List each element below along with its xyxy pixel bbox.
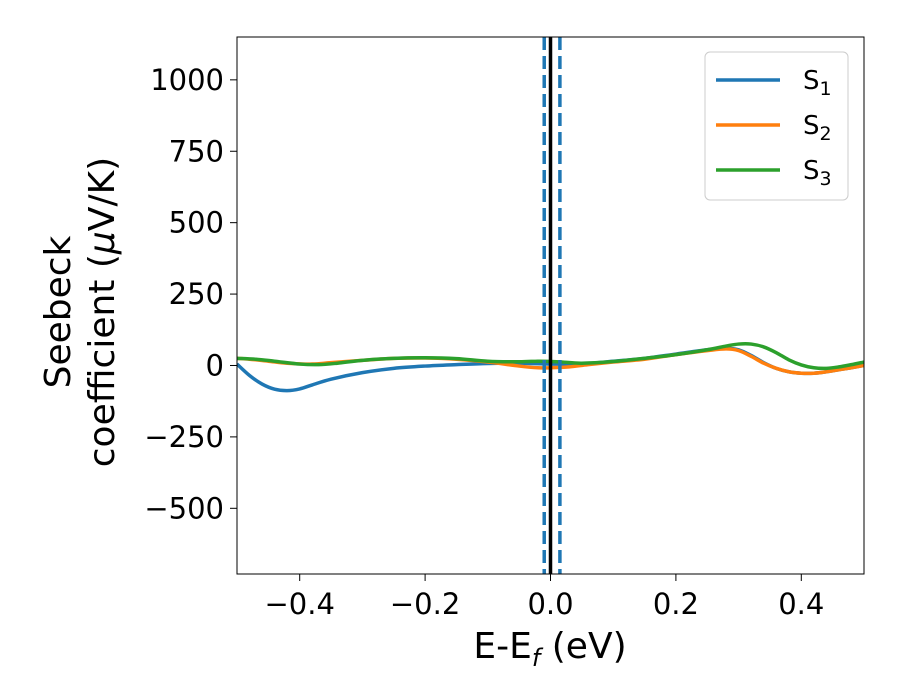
y-tick-label: −250 [144,420,224,454]
y-axis-label-line1: Seebeck [38,235,79,388]
y-tick-label: 500 [169,206,224,240]
y-tick-label: 750 [169,134,224,168]
x-axis-label-tail: (eV) [540,626,626,667]
x-tick-label: 0.2 [653,587,699,621]
legend: S1 S2 S3 [704,51,849,201]
series-line-s3 [237,342,864,371]
y-axis-label-line2-main: coefficient ( [82,254,123,467]
y-axis-label-line2: coefficient (μV/K) [82,157,123,467]
y-axis-label-line2-tail: V/K) [82,157,123,231]
y-axis: −500 −250 0 250 500 750 1000 [144,63,237,525]
y-axis-label-mu: μ [82,231,123,255]
y-tick-label: 1000 [150,63,224,97]
x-axis-label: E-Ef (eV) [473,626,626,672]
legend-label-s1: S1 [803,66,832,100]
y-tick-label: 0 [206,348,224,382]
x-axis: −0.4 −0.2 0.0 0.2 0.4 [264,574,824,621]
y-axis-label: Seebeck coefficient (μV/K) [38,157,123,467]
x-tick-label: 0.4 [778,587,824,621]
x-tick-label: 0.0 [527,587,573,621]
x-tick-label: −0.4 [264,587,334,621]
x-tick-label: −0.2 [390,587,460,621]
y-tick-label: −500 [144,491,224,525]
y-tick-label: 250 [169,277,224,311]
legend-label-s2: S2 [803,111,832,145]
plot-area [237,37,864,574]
legend-label-s3: S3 [803,156,832,190]
x-axis-label-main: E-E [473,626,531,667]
